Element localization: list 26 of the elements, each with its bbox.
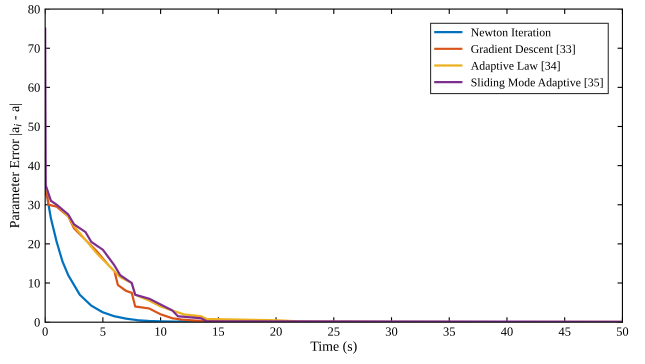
y-tick-label: 70 (28, 44, 40, 53)
legend-label: Sliding Mode Adaptive [35] (472, 78, 603, 89)
y-axis-title: Parameter Error |a$_{i}$ - a| (9, 104, 22, 228)
x-tick-label: 25 (328, 327, 340, 336)
x-tick-label: 10 (155, 327, 166, 336)
y-tick-label: 40 (28, 162, 40, 170)
x-tick-label: 0 (42, 327, 48, 336)
x-tick-label: 5 (100, 327, 106, 336)
x-tick-label: 20 (270, 327, 282, 336)
legend-label: Gradient Descent [33] (471, 44, 575, 55)
x-tick-label: 50 (616, 327, 628, 336)
x-tick-label: 35 (444, 327, 456, 336)
x-tick-label: 40 (500, 327, 513, 336)
x-tick-label: 15 (213, 327, 224, 336)
y-tick-label: 60 (28, 83, 40, 92)
legend-label: Newton Iteration (471, 28, 551, 36)
x-tick-label: 30 (386, 327, 398, 336)
y-tick-label: 80 (28, 5, 40, 14)
x-axis-title: Time (s) (310, 341, 357, 354)
legend-label: Adaptive Law [34] (470, 61, 560, 72)
y-tick-label: 10 (28, 279, 40, 288)
y-tick-label: 50 (28, 122, 40, 131)
x-tick-label: 45 (558, 327, 570, 336)
y-tick-label: 20 (28, 240, 40, 248)
y-tick-label: 0 (34, 318, 40, 327)
y-tick-label: 30 (28, 200, 40, 210)
